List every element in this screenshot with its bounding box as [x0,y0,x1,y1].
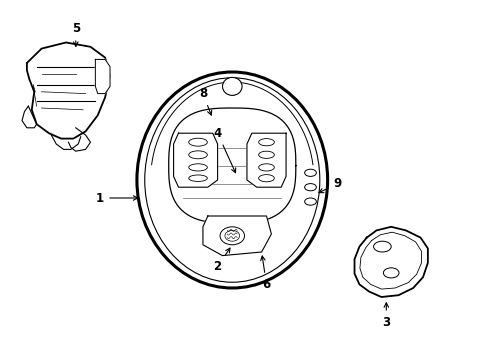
Polygon shape [354,227,427,297]
Ellipse shape [304,198,316,205]
Ellipse shape [188,175,207,181]
Polygon shape [95,59,110,94]
Text: 3: 3 [382,303,389,329]
Ellipse shape [258,164,274,171]
Text: 5: 5 [72,22,80,46]
Ellipse shape [188,164,207,171]
Text: 6: 6 [260,256,270,291]
Ellipse shape [258,139,274,146]
Text: 9: 9 [318,177,341,193]
Ellipse shape [137,72,327,288]
Ellipse shape [304,169,316,176]
Polygon shape [168,108,295,223]
Text: 1: 1 [96,192,138,204]
Polygon shape [203,216,271,256]
Polygon shape [246,133,285,187]
Ellipse shape [304,184,316,191]
Ellipse shape [188,138,207,146]
Ellipse shape [222,77,242,95]
Text: 2: 2 [213,248,229,273]
Polygon shape [173,133,217,187]
Text: 8: 8 [199,87,211,115]
Ellipse shape [188,151,207,159]
Ellipse shape [258,175,274,182]
Polygon shape [27,42,110,139]
Ellipse shape [258,151,274,158]
Text: 4: 4 [213,127,235,173]
